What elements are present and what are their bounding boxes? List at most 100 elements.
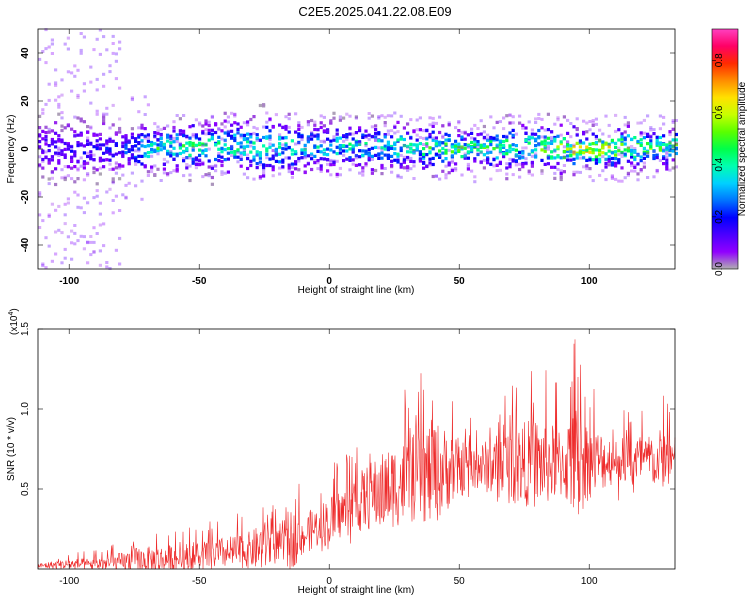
spectrogram-cell xyxy=(662,115,666,119)
spectrogram-cell xyxy=(639,155,643,159)
spectrogram-cell xyxy=(630,150,634,154)
spectrogram-cell xyxy=(652,175,656,179)
spectrogram-cell xyxy=(562,170,566,174)
spectrogram-cell xyxy=(89,150,93,154)
spectrogram-cell xyxy=(54,68,58,72)
spectrogram-cell xyxy=(354,154,358,158)
spectrogram-cell xyxy=(111,34,115,38)
spectrogram-cell xyxy=(182,134,186,138)
spectrogram-cell xyxy=(118,236,122,240)
spectrogram-cell xyxy=(60,116,64,120)
spectrogram-cell xyxy=(73,165,77,169)
spectrogram-cell xyxy=(134,144,138,148)
spectrogram-cell xyxy=(610,156,614,161)
spectrogram-cell xyxy=(470,150,474,154)
spectrogram-cell xyxy=(553,139,557,143)
spectrogram-cell xyxy=(588,147,592,151)
spectrogram-cell xyxy=(668,133,672,137)
colorbar-tick-label: 0.2 xyxy=(714,209,725,223)
spectrogram-cell xyxy=(95,194,99,198)
spectrogram-cell xyxy=(162,157,166,161)
spectrogram-cell xyxy=(41,111,45,115)
spectrogram-cell xyxy=(239,164,243,168)
spectrogram-cell xyxy=(102,35,106,39)
spectrogram-cell xyxy=(534,155,538,159)
spectrogram-cell xyxy=(511,128,515,132)
spectrogram-cell xyxy=(550,139,554,143)
spectrogram-cell xyxy=(297,121,301,125)
spectrogram-cell xyxy=(527,136,531,140)
spectrogram-cell xyxy=(364,135,368,139)
spectrogram-cell xyxy=(614,164,618,168)
spectrogram-cell xyxy=(204,119,208,123)
spectrogram-cell xyxy=(623,130,627,134)
spectrogram-cell xyxy=(121,150,125,154)
spectrogram-cell xyxy=(476,145,480,149)
spectrogram-cell xyxy=(223,125,227,129)
spectrogram-cell xyxy=(92,196,96,200)
spectrogram-cell xyxy=(553,171,557,175)
spectrogram-cell xyxy=(44,47,48,51)
spectrogram-cell xyxy=(332,116,336,120)
spectrogram-cell xyxy=(185,141,189,145)
spectrogram-cell xyxy=(418,116,422,120)
spectrogram-cell xyxy=(86,125,90,129)
spectrogram-cell xyxy=(454,126,458,130)
spectrogram-cell xyxy=(102,117,106,121)
spectrogram-cell xyxy=(470,136,474,140)
spectrogram-cell xyxy=(614,129,618,133)
spectrogram-cell xyxy=(82,82,86,86)
spectrogram-cell xyxy=(118,130,122,134)
spectrogram-cell xyxy=(217,135,221,139)
spectrogram-cell xyxy=(258,160,262,164)
spectrogram-cell xyxy=(492,147,496,151)
spectrogram-cell xyxy=(585,158,589,162)
spectrogram-cell xyxy=(335,132,339,136)
spectrogram-cell xyxy=(284,136,288,140)
spectrogram-cell xyxy=(86,172,90,176)
spectrogram-cell xyxy=(178,151,182,156)
spectrogram-cell xyxy=(98,212,102,216)
spectrogram-cell xyxy=(418,150,422,154)
spectrogram-cell xyxy=(454,151,458,155)
spectrogram-cell xyxy=(230,134,234,138)
spectrogram-cell xyxy=(268,134,272,138)
spectrogram-cell xyxy=(399,114,403,118)
spectrogram-cell xyxy=(242,136,246,141)
spectrogram-cell xyxy=(486,161,490,165)
spectrogram-cell xyxy=(63,213,67,217)
spectrogram-cell xyxy=(143,127,147,131)
spectrogram-cell xyxy=(319,144,323,148)
spectrogram-cell xyxy=(383,147,387,151)
spectrogram-cell xyxy=(143,113,147,116)
spectrogram-cell xyxy=(502,152,506,156)
spectrogram-cell xyxy=(441,124,445,128)
spectrogram-cell xyxy=(182,159,186,163)
spectrogram-cell xyxy=(50,202,54,206)
spectrogram-cell xyxy=(562,164,566,167)
spectrogram-cell xyxy=(636,121,640,125)
spectrogram-cell xyxy=(575,170,579,174)
spectrogram-cell xyxy=(287,156,291,160)
spectrogram-cell xyxy=(146,139,150,143)
spectrogram-cell xyxy=(671,144,675,148)
spectrogram-cell xyxy=(79,164,83,168)
spectrogram-cell xyxy=(79,32,83,35)
spectrogram-cell xyxy=(674,141,678,145)
spectrogram-cell xyxy=(543,139,547,143)
spectrogram-cell xyxy=(57,134,61,138)
spectrogram-cell xyxy=(220,160,224,164)
spectrogram-cell xyxy=(73,74,77,78)
spectrogram-cell xyxy=(607,123,611,127)
spectrogram-cell xyxy=(313,134,317,138)
spectrogram-cell xyxy=(374,135,378,139)
spectrogram-cell xyxy=(639,121,643,125)
spectrogram-cell xyxy=(473,157,477,161)
spectrogram-cell xyxy=(268,129,272,133)
spectrogram-cell xyxy=(626,159,630,163)
spectrogram-cell xyxy=(460,147,464,151)
spectrogram-cell xyxy=(124,134,128,138)
spectrogram-cell xyxy=(44,266,48,270)
spectrogram-cell xyxy=(486,138,490,142)
spectrogram-cell xyxy=(41,50,45,53)
